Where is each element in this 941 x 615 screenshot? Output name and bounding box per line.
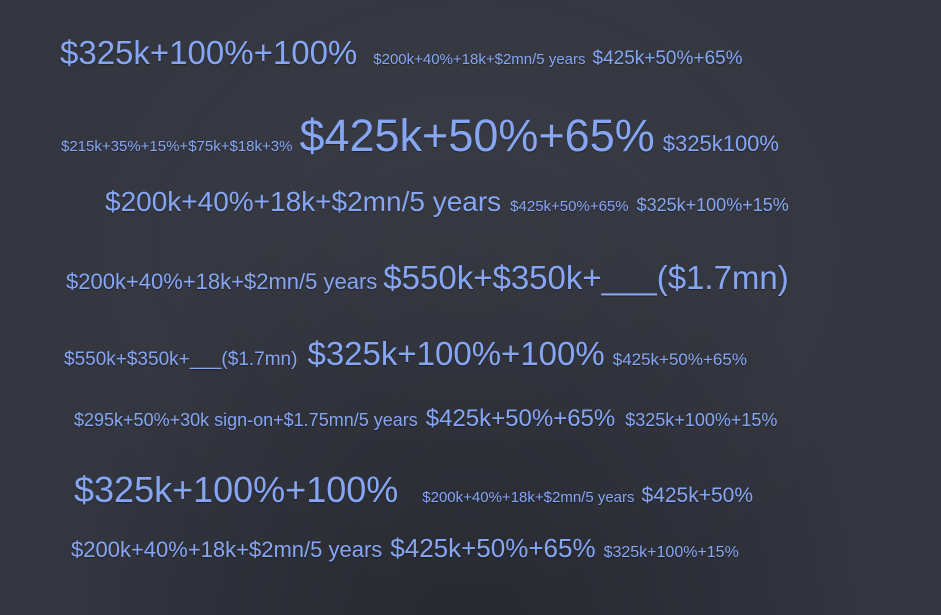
- tag[interactable]: $425k+50%+65%: [390, 533, 596, 563]
- tag[interactable]: $325k+100%+15%: [603, 544, 739, 561]
- tag[interactable]: $550k+$350k+___($1.7mn): [64, 349, 298, 370]
- tag[interactable]: $325k+100%+100%: [60, 34, 358, 71]
- tag-row: $550k+$350k+___($1.7mn) $325k+100%+100% …: [0, 335, 941, 373]
- tag[interactable]: $325k+100%+100%: [307, 335, 605, 372]
- tag[interactable]: $325k+100%+15%: [636, 195, 789, 215]
- tag[interactable]: $425k+50%+65%: [299, 110, 655, 161]
- tag[interactable]: $295k+50%+30k sign-on+$1.75mn/5 years: [74, 410, 418, 430]
- tag-row: $200k+40%+18k+$2mn/5 years $425k+50%+65%…: [0, 533, 941, 564]
- tag-row: $200k+40%+18k+$2mn/5 years $550k+$350k+_…: [0, 259, 941, 297]
- tag-row: $325k+100%+100% $200k+40%+18k+$2mn/5 yea…: [0, 34, 941, 72]
- tag[interactable]: $200k+40%+18k+$2mn/5 years: [71, 537, 383, 562]
- tag[interactable]: $215k+35%+15%+$75k+$18k+3%: [61, 138, 293, 155]
- tag[interactable]: $325k+100%+100%: [74, 469, 399, 510]
- tag[interactable]: $325k100%: [662, 131, 779, 156]
- tag[interactable]: $200k+40%+18k+$2mn/5 years: [373, 51, 586, 68]
- tag[interactable]: $425k+50%+65%: [510, 198, 629, 215]
- tag-row: $200k+40%+18k+$2mn/5 years $425k+50%+65%…: [0, 186, 941, 218]
- tag[interactable]: $425k+50%: [641, 484, 754, 507]
- tag[interactable]: $425k+50%+65%: [592, 48, 743, 69]
- tag-row: $215k+35%+15%+$75k+$18k+3% $425k+50%+65%…: [0, 110, 941, 162]
- tag[interactable]: $200k+40%+18k+$2mn/5 years: [105, 186, 502, 217]
- tag[interactable]: $425k+50%+65%: [425, 405, 616, 432]
- tag[interactable]: $550k+$350k+___($1.7mn): [383, 259, 789, 296]
- tag[interactable]: $425k+50%+65%: [612, 350, 747, 369]
- tag[interactable]: $325k+100%+15%: [625, 410, 778, 430]
- tag[interactable]: $200k+40%+18k+$2mn/5 years: [422, 489, 635, 506]
- tag-row: $325k+100%+100% $200k+40%+18k+$2mn/5 yea…: [0, 469, 941, 511]
- tag-row: $295k+50%+30k sign-on+$1.75mn/5 years $4…: [0, 405, 941, 433]
- tag[interactable]: $200k+40%+18k+$2mn/5 years: [66, 269, 378, 294]
